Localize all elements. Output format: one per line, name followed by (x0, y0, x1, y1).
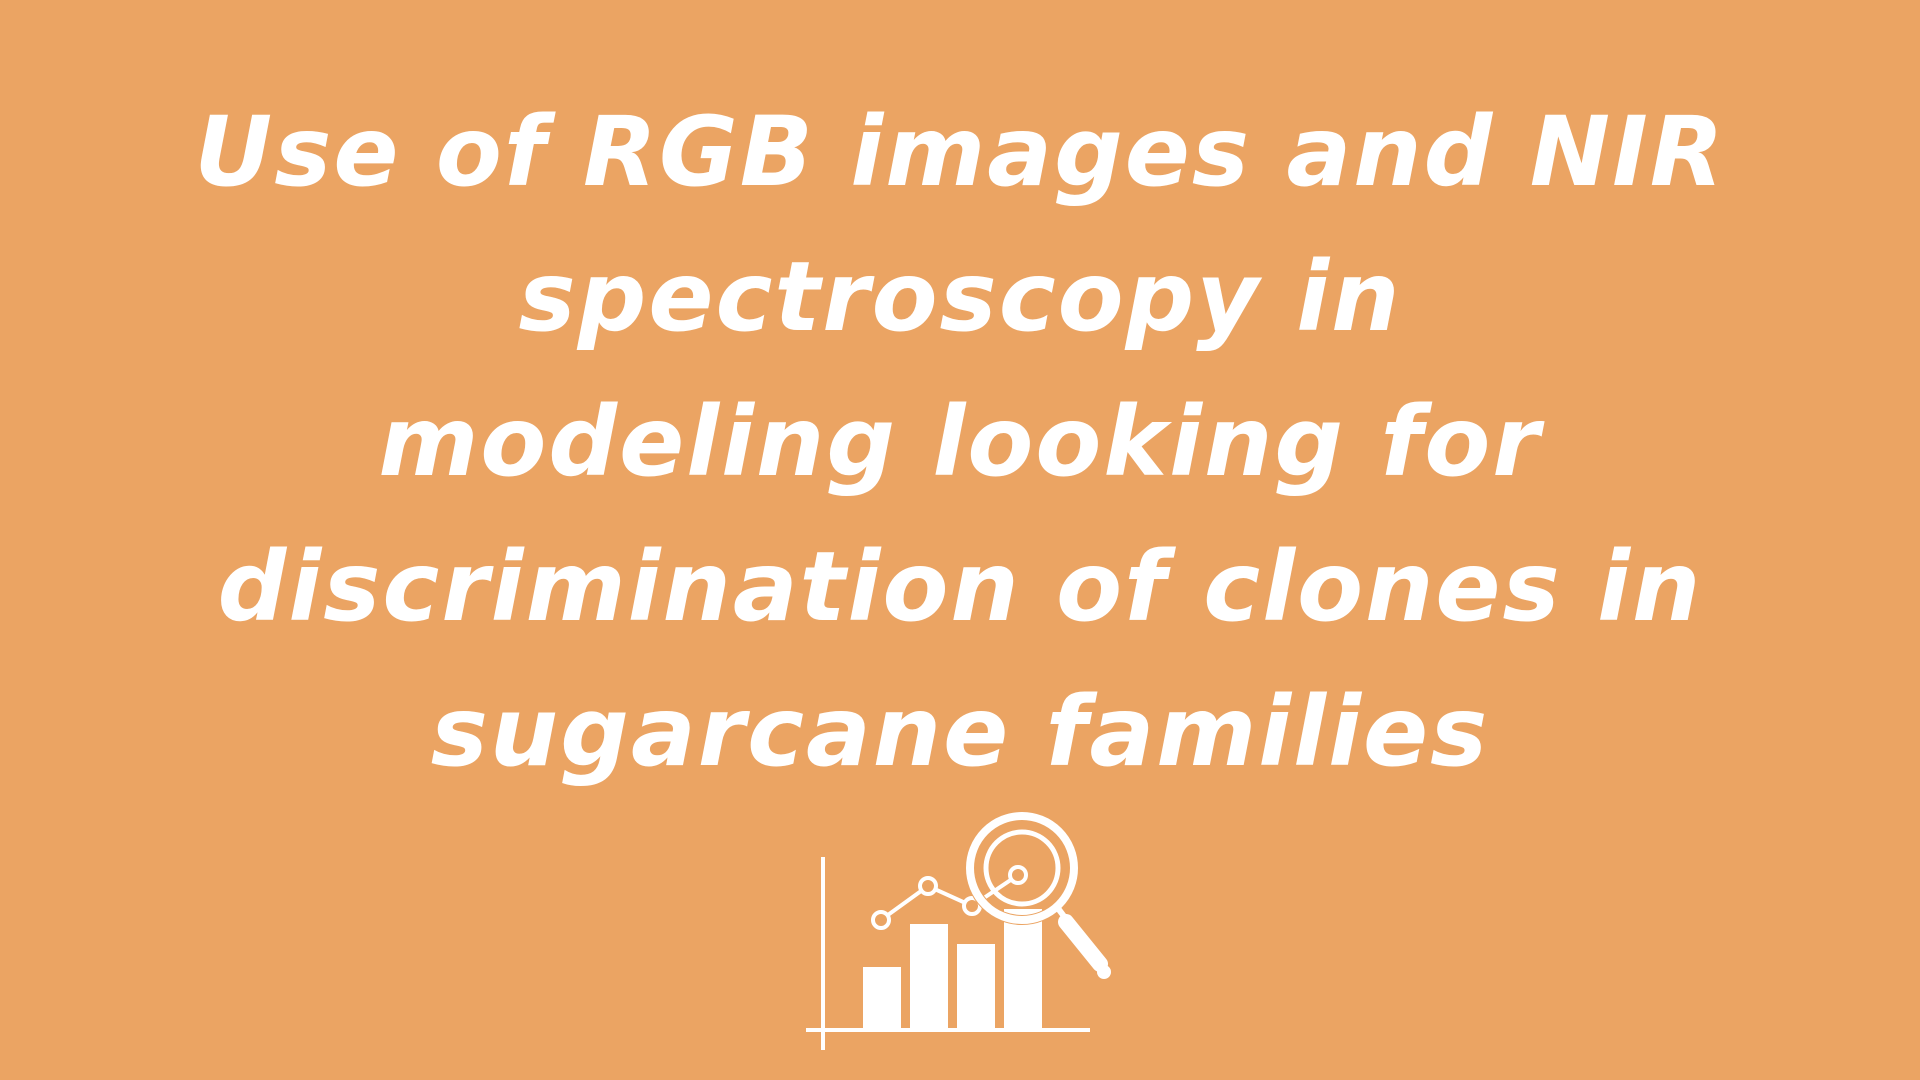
bar-2 (910, 924, 948, 1028)
bar-4 (1004, 909, 1042, 1028)
chart-with-magnifier-icon (806, 812, 1111, 1050)
trend-point-2 (918, 876, 938, 896)
x-axis-line (806, 1028, 1090, 1032)
y-axis-line (821, 857, 825, 1050)
magnifier-handle (1058, 914, 1108, 972)
bar-3 (957, 944, 995, 1028)
trend-point-1 (871, 910, 891, 930)
title-line-5: sugarcane families (430, 676, 1490, 788)
magnifier-icon (965, 812, 1111, 979)
trend-point-4 (1008, 865, 1028, 885)
page-title: Use of RGB images and NIR spectroscopy i… (60, 80, 1860, 805)
title-line-2: spectroscopy in (518, 241, 1402, 353)
title-line-3: modeling looking for (378, 386, 1542, 498)
bar-1 (863, 967, 901, 1028)
magnifier-lens (983, 829, 1061, 907)
title-line-4: discrimination of clones in (217, 531, 1703, 643)
title-line-1: Use of RGB images and NIR (194, 96, 1726, 208)
